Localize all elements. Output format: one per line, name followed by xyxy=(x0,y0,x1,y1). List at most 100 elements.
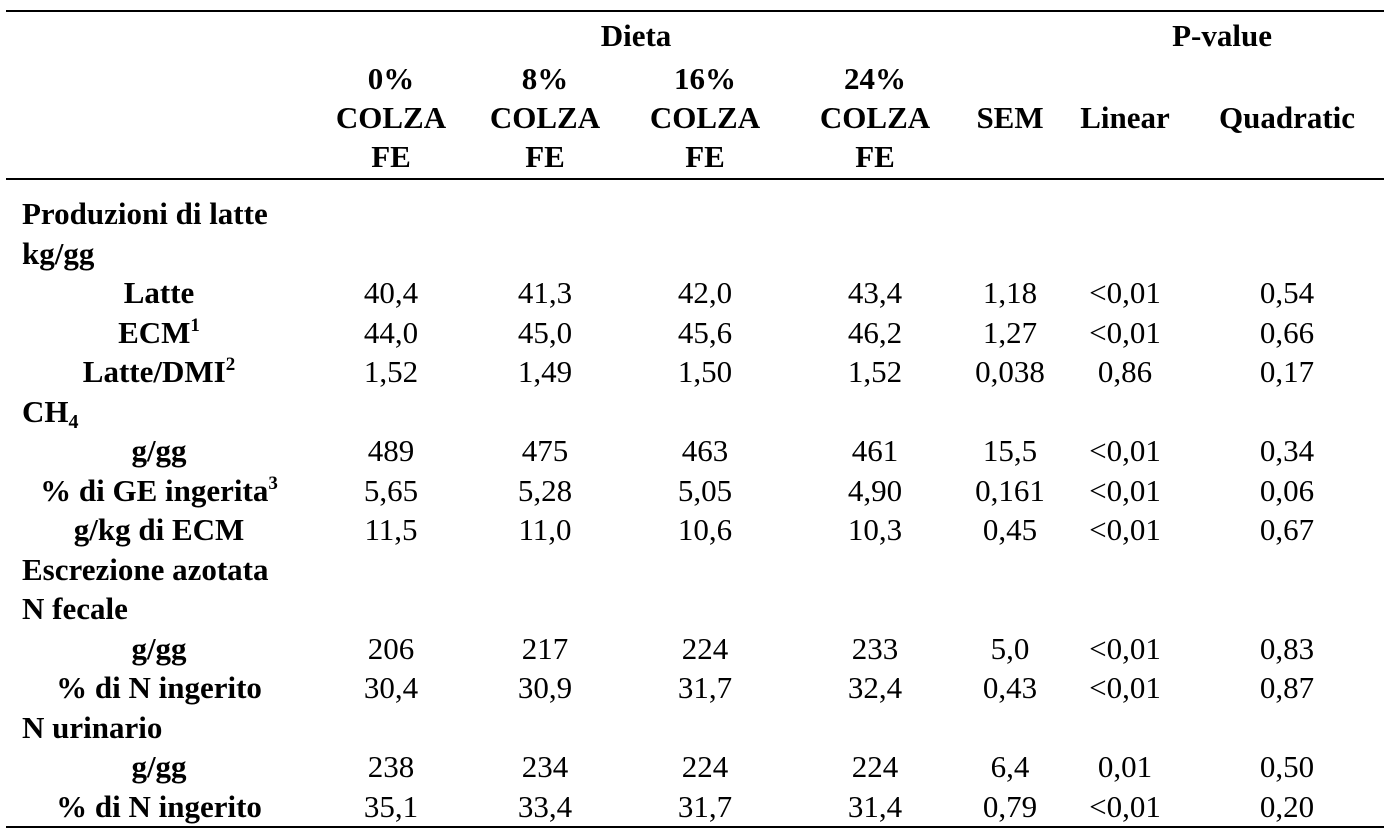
header-diet-pct: 16% xyxy=(674,61,736,96)
cell-diet-0: 11,5 xyxy=(364,512,418,548)
cell-quadratic: 0,17 xyxy=(1259,354,1315,390)
cell-diet-16: 5,05 xyxy=(677,472,733,508)
cell-linear: <0,01 xyxy=(1089,275,1161,311)
table-row: g/gg 238 234 224 224 6,4 0,01 0,50 xyxy=(6,747,1384,787)
cell-diet-8: 33,4 xyxy=(470,786,620,828)
cell-linear: <0,01 xyxy=(1089,670,1161,706)
header-sem: SEM xyxy=(960,56,1061,180)
header-group-row: Dieta P-value xyxy=(6,10,1385,56)
row-label: % di N ingerito xyxy=(6,786,312,828)
table-row: g/kg di ECM 11,5 11,0 10,6 10,3 0,45 <0,… xyxy=(6,510,1384,550)
table-header: Dieta P-value 0% COLZA FE 8% COLZA FE 16… xyxy=(6,10,1385,180)
cell-diet-16: 31,7 xyxy=(620,786,790,828)
header-diet-24: 24% COLZA FE xyxy=(790,56,961,180)
header-diet-0: 0% COLZA FE xyxy=(312,56,470,180)
cell-quadratic: 0,20 xyxy=(1190,786,1385,828)
table-row: % di GE ingerita3 5,65 5,28 5,05 4,90 0,… xyxy=(6,471,1384,511)
header-diet-type: FE xyxy=(371,139,411,174)
table-body: Produzioni di latte kg/gg Latte 40,4 41,… xyxy=(6,179,1385,828)
cell-diet-0: 30,4 xyxy=(363,670,419,706)
cell-diet-24: 46,2 xyxy=(847,314,903,350)
cell-sem: 6,4 xyxy=(990,749,1030,785)
cell-diet-0: 206 xyxy=(367,630,415,666)
section-row-ch4: CH4 xyxy=(6,392,1384,432)
cell-linear: <0,01 xyxy=(1089,630,1161,666)
cell-diet-0: 1,52 xyxy=(363,354,419,390)
cell-diet-16: 10,6 xyxy=(677,512,733,548)
header-diet-pct: 24% xyxy=(844,61,907,96)
cell-diet-8: 5,28 xyxy=(517,472,573,508)
cell-quadratic: 0,50 xyxy=(1259,749,1315,785)
cell-linear: <0,01 xyxy=(1089,314,1161,350)
cell-diet-8: 217 xyxy=(521,630,569,666)
row-label: g/gg xyxy=(131,630,187,666)
cell-diet-16: 224 xyxy=(681,630,729,666)
section-row-milk-unit: kg/gg xyxy=(6,234,1384,274)
header-diet-pct: 0% xyxy=(367,61,415,96)
header-empty-cell xyxy=(960,10,1061,56)
table-row: % di N ingerito 35,1 33,4 31,7 31,4 0,79… xyxy=(6,786,1385,828)
cell-linear: <0,01 xyxy=(1089,512,1161,548)
table-row: % di N ingerito 30,4 30,9 31,7 32,4 0,43… xyxy=(6,668,1384,708)
header-diet-pct: 8% xyxy=(521,61,569,96)
header-group-diet: Dieta xyxy=(312,10,961,56)
section-row-fecal: N fecale xyxy=(6,589,1384,629)
section-row-urinary: N urinario xyxy=(6,708,1384,748)
header-linear: Linear xyxy=(1060,56,1191,180)
header-group-pvalue: P-value xyxy=(1060,10,1385,56)
cell-diet-16: 42,0 xyxy=(677,275,733,311)
row-label: % di N ingerito xyxy=(56,670,262,706)
cell-diet-24: 4,90 xyxy=(847,472,903,508)
cell-diet-24: 10,3 xyxy=(847,512,903,548)
cell-sem: 15,5 xyxy=(982,433,1038,469)
cell-linear: 0,01 xyxy=(1097,749,1153,785)
header-empty-cell xyxy=(6,56,312,180)
row-label: % di GE ingerita3 xyxy=(40,472,278,508)
cell-sem: 1,27 xyxy=(982,314,1038,350)
cell-diet-0: 5,65 xyxy=(363,472,419,508)
section-title-milk: Produzioni di latte xyxy=(22,196,268,232)
row-label: Latte/DMI2 xyxy=(82,354,236,390)
table-row: Latte/DMI2 1,52 1,49 1,50 1,52 0,038 0,8… xyxy=(6,352,1384,392)
cell-sem: 0,43 xyxy=(982,670,1038,706)
section-title-ch4: CH4 xyxy=(22,393,79,433)
cell-diet-8: 45,0 xyxy=(517,314,573,350)
cell-linear: 0,86 xyxy=(1097,354,1153,390)
header-diet-name: COLZA xyxy=(649,100,761,135)
cell-quadratic: 0,34 xyxy=(1259,433,1315,469)
cell-quadratic: 0,54 xyxy=(1259,275,1315,311)
section-title-nitrogen: Escrezione azotata xyxy=(22,551,269,587)
row-label: g/kg di ECM xyxy=(73,512,245,548)
cell-diet-16: 45,6 xyxy=(677,314,733,350)
row-label: Latte xyxy=(123,275,195,311)
cell-diet-8: 41,3 xyxy=(517,275,573,311)
row-label: g/gg xyxy=(131,433,187,469)
table-row: Latte 40,4 41,3 42,0 43,4 1,18 <0,01 0,5… xyxy=(6,273,1384,313)
header-diet-name: COLZA xyxy=(489,100,601,135)
cell-diet-24: 224 xyxy=(851,749,899,785)
cell-diet-24: 461 xyxy=(851,433,899,469)
row-label: g/gg xyxy=(131,749,187,785)
header-diet-type: FE xyxy=(685,139,725,174)
cell-linear: <0,01 xyxy=(1089,433,1161,469)
section-unit-milk: kg/gg xyxy=(22,235,95,271)
spacer-row xyxy=(6,179,1384,194)
cell-diet-0: 40,4 xyxy=(363,275,419,311)
table-row: g/gg 206 217 224 233 5,0 <0,01 0,83 xyxy=(6,629,1384,669)
results-table-container: Dieta P-value 0% COLZA FE 8% COLZA FE 16… xyxy=(6,10,1385,828)
cell-quadratic: 0,87 xyxy=(1259,670,1315,706)
cell-diet-16: 463 xyxy=(681,433,729,469)
header-diet-8: 8% COLZA FE xyxy=(470,56,620,180)
header-diet-16: 16% COLZA FE xyxy=(620,56,790,180)
cell-diet-8: 11,0 xyxy=(518,512,572,548)
cell-sem: 5,0 xyxy=(990,630,1030,666)
section-row-milk: Produzioni di latte xyxy=(6,194,1384,234)
cell-diet-8: 1,49 xyxy=(517,354,573,390)
cell-diet-24: 31,4 xyxy=(790,786,961,828)
cell-sem: 0,45 xyxy=(982,512,1038,548)
cell-linear: <0,01 xyxy=(1089,472,1161,508)
header-diet-name: COLZA xyxy=(819,100,931,135)
cell-linear: <0,01 xyxy=(1060,786,1191,828)
header-column-row: 0% COLZA FE 8% COLZA FE 16% COLZA FE 24%… xyxy=(6,56,1385,180)
header-diet-type: FE xyxy=(855,139,895,174)
